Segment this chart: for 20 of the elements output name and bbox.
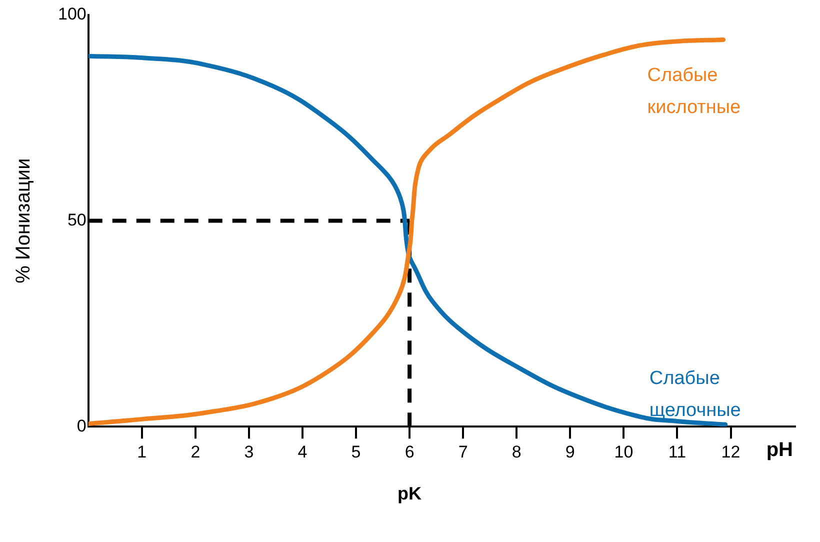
series-label: Слабые щелочные — [649, 368, 741, 421]
x-tick-label: 9 — [565, 442, 575, 462]
y-tick-label: 0 — [76, 416, 86, 436]
x-tick-label: 3 — [244, 442, 254, 462]
x-tick-label: 5 — [351, 442, 361, 462]
y-tick-label: 100 — [58, 4, 86, 24]
x-tick-label: 10 — [614, 442, 634, 462]
x-tick-label: 6 — [404, 442, 414, 462]
x-tick-label: 2 — [190, 442, 200, 462]
x-tick-label: 1 — [137, 442, 147, 462]
x-tick-label: 12 — [721, 442, 740, 462]
x-tick-label: 8 — [512, 442, 522, 462]
x-axis-title: pH — [766, 439, 793, 462]
x-tick-label: 4 — [298, 442, 308, 462]
series-label: Слабые кислотные — [647, 64, 741, 118]
y-tick-label: 50 — [67, 210, 86, 230]
x-tick-label: 11 — [668, 442, 686, 462]
y-axis-title: % Ионизации — [12, 158, 35, 284]
x-tick-label: 7 — [458, 442, 468, 462]
text: pK — [398, 484, 422, 504]
